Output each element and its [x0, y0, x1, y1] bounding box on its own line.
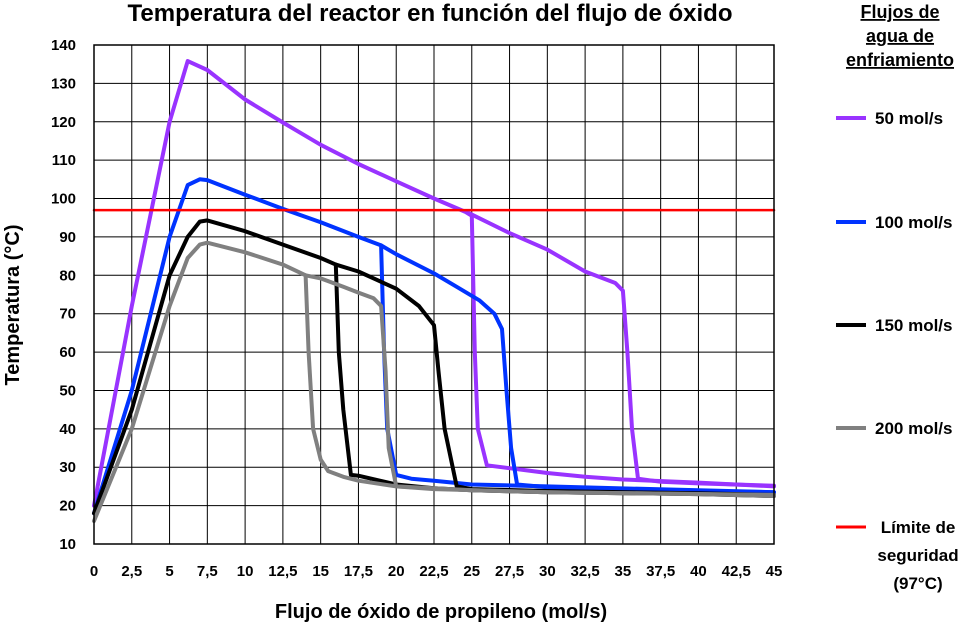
y-tick-label: 20 — [59, 498, 76, 515]
x-tick-label: 42,5 — [722, 563, 751, 580]
y-tick-label: 10 — [59, 536, 76, 553]
x-tick-labels: 0 2,5 5 7,5 10 12,5 15 17,5 20 22,5 25 27,5 30 32,5 35… — [90, 563, 783, 580]
x-tick-label: 5 — [165, 563, 173, 580]
legend-title: enfriamiento — [846, 50, 954, 70]
legend-title: agua de — [866, 26, 934, 46]
y-tick-label: 100 — [51, 191, 76, 208]
y-tick-label: 40 — [59, 421, 76, 438]
x-tick-label: 30 — [539, 563, 556, 580]
series-line — [303, 273, 776, 497]
legend: Flujos de agua de enfriamiento 50 mol/s 100 … — [836, 2, 959, 593]
series-line — [379, 243, 776, 495]
y-tick-label: 120 — [51, 114, 76, 131]
x-tick-label: 20 — [388, 563, 405, 580]
x-tick-label: 45 — [766, 563, 783, 580]
y-tick-label: 130 — [51, 75, 76, 92]
legend-entry-label: 150 mol/s — [875, 316, 953, 335]
y-tick-label: 140 — [51, 37, 76, 54]
x-tick-label: 2,5 — [121, 563, 142, 580]
y-tick-label: 80 — [59, 267, 76, 284]
legend-entry-label: (97°C) — [893, 574, 942, 593]
y-tick-label: 110 — [52, 152, 76, 169]
series-line — [92, 177, 776, 516]
plot-frame — [93, 44, 775, 545]
x-tick-label: 12,5 — [268, 563, 297, 580]
legend-title: Flujos de — [860, 2, 939, 22]
x-tick-label: 37,5 — [646, 563, 675, 580]
x-tick-label: 15 — [312, 563, 329, 580]
x-tick-label: 40 — [690, 563, 707, 580]
chart-title: Temperatura del reactor en función del f… — [128, 0, 733, 27]
legend-entry-label: 50 mol/s — [875, 109, 943, 128]
x-tick-label: 7,5 — [197, 563, 218, 580]
grid — [93, 44, 775, 545]
x-tick-label: 25 — [463, 563, 480, 580]
legend-entry-label: Límite de — [881, 518, 956, 537]
x-tick-label: 10 — [237, 563, 254, 580]
series-line — [333, 262, 776, 497]
x-tick-label: 35 — [615, 563, 632, 580]
y-tick-label: 90 — [59, 229, 76, 246]
legend-entry-label: seguridad — [877, 546, 958, 565]
series-line — [92, 59, 776, 508]
y-tick-labels: 10 20 30 40 50 60 70 80 90 100 110 120 130 140 — [51, 37, 76, 553]
x-tick-label: 27,5 — [495, 563, 524, 580]
x-tick-label: 17,5 — [344, 563, 373, 580]
y-tick-label: 60 — [59, 344, 76, 361]
series-line — [466, 211, 776, 488]
x-tick-label: 22,5 — [419, 563, 448, 580]
x-tick-label: 32,5 — [571, 563, 600, 580]
x-tick-label: 0 — [90, 563, 98, 580]
legend-entry-label: 100 mol/s — [875, 213, 953, 232]
y-tick-label: 70 — [59, 306, 76, 323]
legend-entry-label: 200 mol/s — [875, 419, 953, 438]
x-axis-label: Flujo de óxido de propileno (mol/s) — [275, 601, 607, 623]
y-tick-label: 50 — [59, 382, 76, 399]
y-axis-label: Temperatura (°C) — [2, 225, 24, 386]
series-layer — [92, 59, 776, 523]
y-tick-label: 30 — [59, 459, 76, 476]
